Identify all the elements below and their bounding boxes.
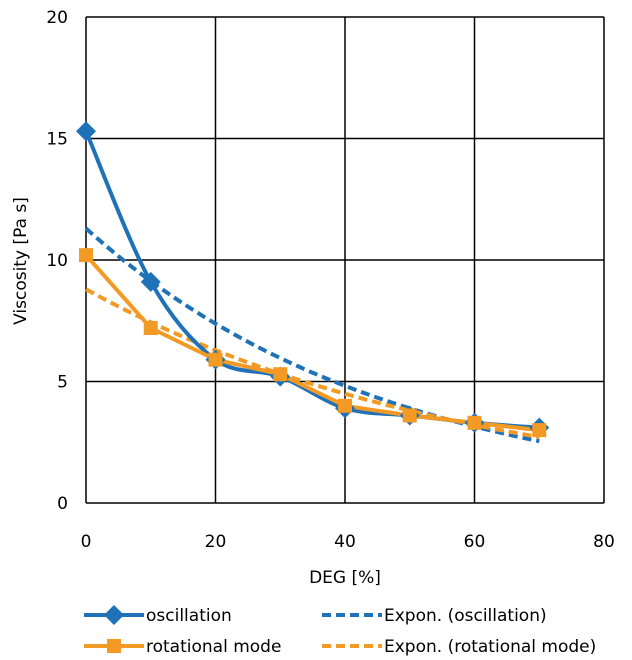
trendline-expon-rotational-mode <box>85 287 540 439</box>
point-rotational-mode <box>532 423 547 438</box>
point-rotational-mode <box>143 321 158 336</box>
legend-item-expon-rotational-mode: Expon. (rotational mode) <box>322 637 596 657</box>
point-rotational-mode <box>402 408 417 423</box>
point-oscillation <box>76 121 96 142</box>
legend-label: Expon. (oscillation) <box>384 606 547 626</box>
x-tick-label: 20 <box>205 532 227 552</box>
legend-label: rotational mode <box>146 637 281 657</box>
trendlines <box>84 226 540 444</box>
tick-labels: 0 20 40 60 80 0 5 10 15 20 <box>46 8 614 552</box>
x-tick-label: 40 <box>334 532 356 552</box>
legend-label: oscillation <box>146 606 232 626</box>
legend-label: Expon. (rotational mode) <box>384 637 596 657</box>
x-tick-label: 60 <box>464 532 486 552</box>
legend-item-rotational-mode: rotational mode <box>84 637 281 657</box>
y-tick-label: 20 <box>46 8 68 28</box>
y-axis-title: Viscosity [Pa s] <box>11 197 31 325</box>
point-rotational-mode <box>208 352 223 367</box>
legend-marker <box>104 605 124 625</box>
x-tick-label: 0 <box>81 532 92 552</box>
trendline-expon-oscillation <box>84 226 540 444</box>
x-axis-title: DEG [%] <box>309 568 381 588</box>
point-rotational-mode <box>273 367 288 382</box>
x-tick-label: 80 <box>593 532 615 552</box>
legend-item-expon-oscillation: Expon. (oscillation) <box>322 606 547 626</box>
point-rotational-mode <box>79 248 93 263</box>
y-tick-label: 15 <box>46 130 68 150</box>
legend: oscillation Expon. (oscillation) rotationa… <box>84 605 596 657</box>
point-rotational-mode <box>467 415 482 430</box>
data-series <box>76 121 550 438</box>
y-tick-label: 5 <box>57 373 68 393</box>
legend-marker <box>107 639 121 653</box>
point-rotational-mode <box>338 398 352 413</box>
legend-item-oscillation: oscillation <box>84 605 232 626</box>
y-tick-label: 10 <box>46 251 68 271</box>
y-tick-label: 0 <box>57 494 68 514</box>
point-oscillation <box>140 271 161 292</box>
grid <box>85 16 605 504</box>
series-line-rotational-mode <box>84 253 540 433</box>
